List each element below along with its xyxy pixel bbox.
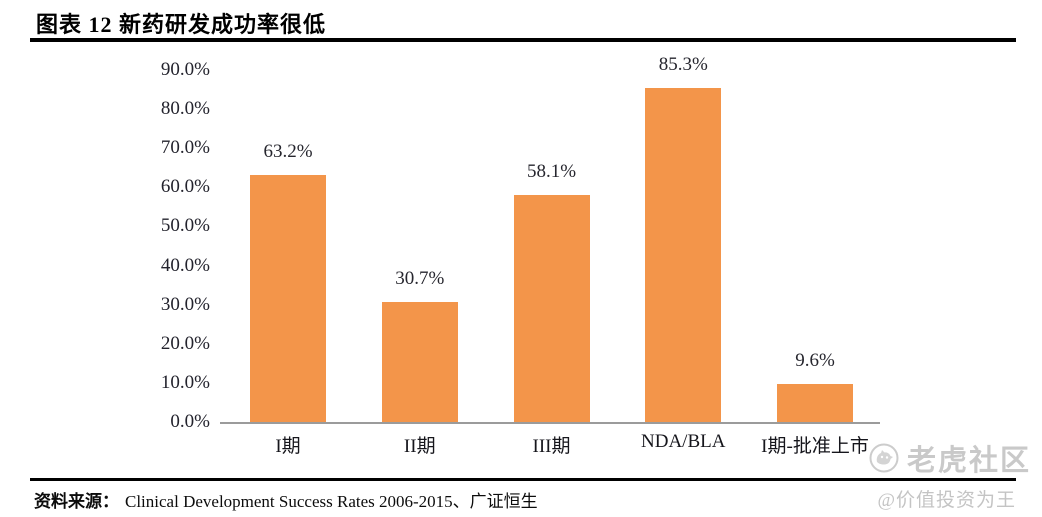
source-text: Clinical Development Success Rates 2006-… (125, 492, 538, 511)
x-category-label: II期 (403, 436, 436, 457)
tiger-community-watermark: 老虎社区 (868, 437, 1031, 479)
title-divider (30, 38, 1016, 42)
bar-I期-批准上市 (777, 384, 853, 422)
bar-value-label: 63.2% (263, 140, 313, 162)
x-category-label: I期 (275, 436, 301, 457)
watermark-text: 老虎社区 (907, 445, 1032, 477)
source-label: 资料来源： (34, 492, 119, 511)
x-category-label: NDA/BLA (641, 431, 726, 452)
y-tick-label: 70.0% (160, 137, 210, 159)
x-category-label: III期 (532, 436, 571, 457)
tiger-logo-icon (869, 443, 899, 473)
bar-NDA/BLA (645, 88, 722, 422)
source-note: 资料来源： Clinical Development Success Rates … (34, 487, 538, 512)
bar-chart-plot-area: 63.2% 30.7% 58.1% 85.3% 9.6% (220, 54, 880, 424)
bar-I期 (250, 174, 326, 422)
y-tick-label: 50.0% (160, 215, 210, 237)
y-tick-label: 40.0% (160, 254, 210, 276)
bar-value-label: 30.7% (395, 267, 445, 289)
bar-value-label: 9.6% (795, 350, 835, 372)
y-tick-label: 60.0% (160, 176, 210, 198)
y-tick-label: 80.0% (160, 98, 210, 120)
bar-II期 (381, 301, 458, 422)
y-tick-label: 0.0% (170, 411, 210, 432)
y-tick-label: 10.0% (160, 371, 210, 393)
x-category-label: I期-批准上市 (761, 436, 869, 457)
y-axis: 90.0% 80.0% 70.0% 60.0% 50.0% 40.0% 30.0% 20.0%… (100, 59, 210, 432)
y-tick-label: 90.0% (160, 59, 210, 80)
y-tick-label: 30.0% (160, 293, 210, 315)
bar-value-label: 58.1% (526, 160, 577, 182)
bar-III期 (513, 194, 590, 422)
watermark-handle: @价值投资为王 (877, 490, 1016, 511)
bar-value-label: 85.3% (658, 54, 708, 76)
figure-title: 图表 12 新药研发成功率很低 (36, 12, 327, 37)
footer-divider (30, 478, 1016, 481)
x-axis: I期 II期 III期 NDA/BLA I期-批准上市 (220, 431, 880, 459)
y-tick-label: 20.0% (160, 332, 210, 354)
